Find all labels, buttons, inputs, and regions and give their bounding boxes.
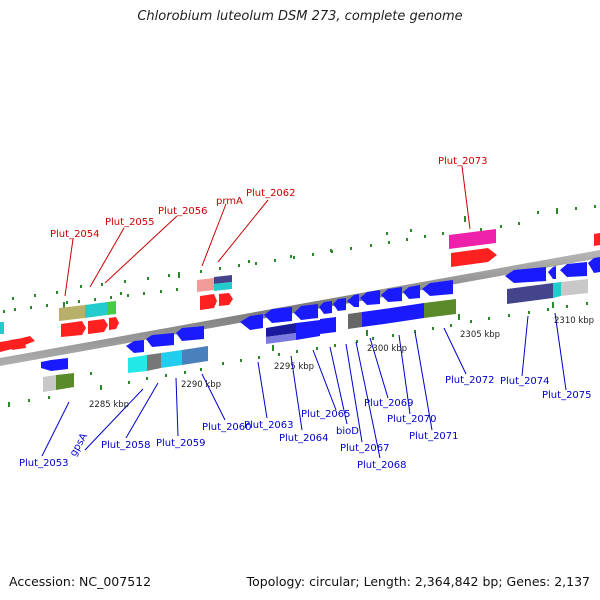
scale-labels: 2285 kbp 2290 kbp 2295 kbp 2300 kbp 2305… bbox=[89, 316, 594, 410]
gene-box bbox=[107, 301, 116, 315]
figure-title: Chlorobium luteolum DSM 273, complete ge… bbox=[137, 9, 463, 24]
lower-dotted-track bbox=[8, 302, 588, 407]
gene-box bbox=[214, 282, 232, 291]
gene-arrow bbox=[109, 317, 119, 330]
gene-arrow bbox=[41, 358, 68, 371]
gene-label-plut-2075: Plut_2075 bbox=[542, 390, 592, 401]
genome-summary-text: Topology: circular; Length: 2,364,842 bp… bbox=[246, 574, 590, 589]
gene-box bbox=[128, 355, 147, 373]
gene-arrow bbox=[10, 338, 26, 350]
gene-arrow bbox=[403, 285, 420, 299]
gene-box bbox=[266, 323, 296, 337]
gene-box bbox=[449, 229, 496, 249]
scale-label: 2295 kbp bbox=[274, 362, 314, 372]
gene-label-plut-2063: Plut_2063 bbox=[244, 420, 294, 431]
gene-label-plut-2060: Plut_2060 bbox=[202, 422, 252, 433]
gene-arrow bbox=[200, 294, 217, 310]
gene-label-plut-2064: Plut_2064 bbox=[279, 433, 329, 444]
forward-genes bbox=[0, 229, 600, 352]
gene-box bbox=[161, 350, 182, 368]
gene-arrow bbox=[451, 248, 497, 267]
gene-label-plut-2053: Plut_2053 bbox=[19, 458, 69, 469]
accession-text: Accession: NC_007512 bbox=[9, 574, 152, 589]
gene-box bbox=[384, 306, 404, 324]
forward-gene-labels: Plut_2054 Plut_2055 Plut_2056 prmA Plut_… bbox=[50, 156, 488, 240]
gene-arrow bbox=[88, 319, 108, 334]
gene-label-plut-2054: Plut_2054 bbox=[50, 229, 100, 240]
gene-label-plut-2068: Plut_2068 bbox=[357, 460, 407, 471]
gene-arrow bbox=[594, 233, 600, 246]
gene-label-plut-2069: Plut_2069 bbox=[364, 398, 414, 409]
forward-leader-lines bbox=[64, 165, 471, 297]
gene-label-plut-2059: Plut_2059 bbox=[156, 438, 206, 449]
gene-arrow bbox=[505, 267, 546, 283]
gene-label-plut-2070: Plut_2070 bbox=[387, 414, 437, 425]
gene-box bbox=[362, 309, 384, 327]
gene-box bbox=[424, 299, 456, 318]
upper-dotted-track bbox=[12, 205, 596, 304]
gene-box bbox=[147, 353, 161, 371]
gene-label-plut-2065: Plut_2065 bbox=[301, 409, 351, 420]
gene-box bbox=[561, 279, 588, 296]
gene-label-plut-2062: Plut_2062 bbox=[246, 188, 296, 199]
gene-label-plut-2055: Plut_2055 bbox=[105, 217, 155, 228]
gene-box bbox=[85, 302, 107, 318]
gene-arrow bbox=[240, 314, 263, 330]
gene-arrow bbox=[548, 266, 556, 279]
outer-forward-dotted-track bbox=[3, 288, 178, 313]
gene-arrow bbox=[381, 287, 402, 302]
gene-box bbox=[266, 333, 296, 344]
gene-label-biod: bioD bbox=[336, 426, 359, 437]
gene-arrow bbox=[333, 298, 346, 311]
gene-box bbox=[197, 278, 214, 292]
gene-label-plut-2058: Plut_2058 bbox=[101, 440, 151, 451]
scale-label: 2290 kbp bbox=[181, 380, 221, 390]
gene-label-plut-2074: Plut_2074 bbox=[500, 376, 550, 387]
gene-arrow bbox=[294, 304, 318, 320]
gene-box bbox=[56, 373, 74, 390]
gene-label-plut-2072: Plut_2072 bbox=[445, 375, 495, 386]
gene-box bbox=[320, 317, 336, 334]
gene-label-plut-2067: Plut_2067 bbox=[340, 443, 390, 454]
gene-label-prma: prmA bbox=[216, 196, 243, 207]
gene-arrow bbox=[176, 326, 204, 341]
scale-label: 2300 kbp bbox=[367, 344, 407, 354]
gene-arrow bbox=[560, 262, 587, 277]
gene-box bbox=[296, 320, 320, 340]
gene-box bbox=[0, 322, 4, 334]
gene-arrow bbox=[219, 293, 233, 306]
gene-box bbox=[182, 346, 208, 365]
gene-arrow bbox=[360, 290, 380, 305]
reverse-gene-labels: Plut_2053 gpsA Plut_2058 Plut_2059 Plut_… bbox=[19, 375, 592, 471]
gene-box bbox=[553, 282, 561, 298]
scale-label: 2310 kbp bbox=[554, 316, 594, 326]
gene-arrow bbox=[126, 340, 144, 353]
gene-box bbox=[348, 312, 362, 329]
reverse-genes bbox=[41, 257, 600, 392]
reverse-leader-lines bbox=[41, 312, 567, 459]
gene-arrow bbox=[422, 280, 453, 296]
gene-box bbox=[507, 283, 553, 304]
gene-label-gpsa: gpsA bbox=[68, 431, 90, 458]
gene-arrow bbox=[61, 321, 86, 337]
gene-label-plut-2071: Plut_2071 bbox=[409, 431, 459, 442]
gene-box bbox=[43, 375, 56, 392]
gene-box bbox=[214, 275, 232, 284]
gene-arrow bbox=[347, 294, 359, 307]
gene-arrow bbox=[319, 301, 332, 314]
gene-box bbox=[59, 305, 85, 321]
gene-label-plut-2073: Plut_2073 bbox=[438, 156, 488, 167]
scale-label: 2285 kbp bbox=[89, 400, 129, 410]
gene-arrow bbox=[588, 257, 600, 273]
gene-arrow bbox=[146, 333, 174, 347]
gene-arrow bbox=[264, 307, 292, 323]
scale-label: 2305 kbp bbox=[460, 330, 500, 340]
gene-label-plut-2056: Plut_2056 bbox=[158, 206, 208, 217]
gene-box bbox=[404, 303, 424, 321]
